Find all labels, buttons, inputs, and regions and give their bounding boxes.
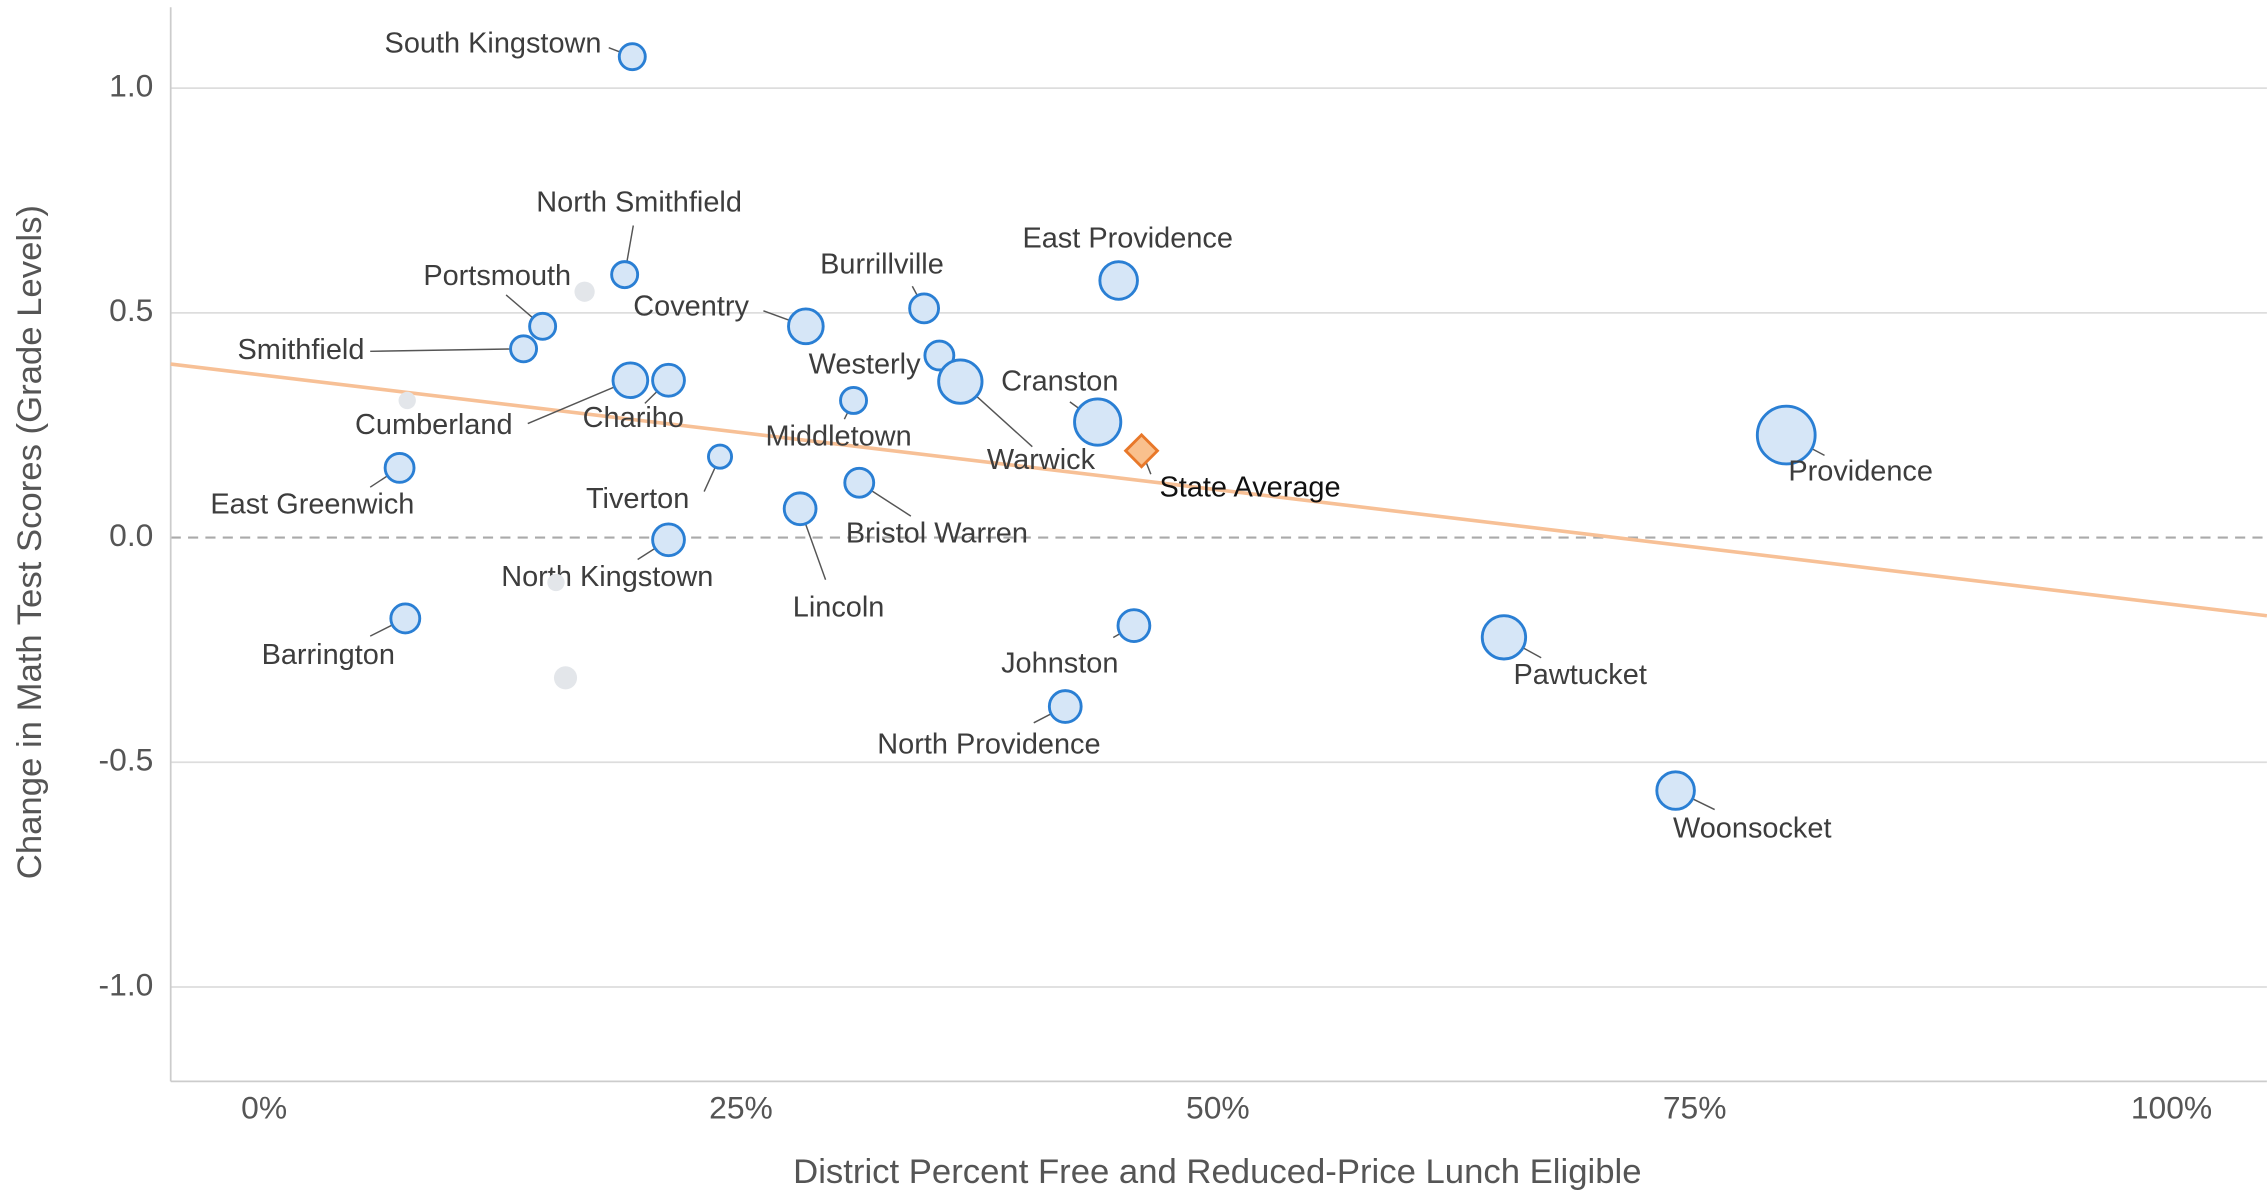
x-tick-label: 0% [241,1090,287,1126]
district-point [651,362,686,398]
y-tick-label: -0.5 [99,742,154,778]
y-tick-label: 0.0 [109,517,153,553]
district-point [787,307,825,346]
point-label: Woonsocket [1673,812,1832,844]
x-tick-label: 50% [1186,1090,1250,1126]
x-tick-label: 100% [2131,1090,2212,1126]
point-label: Smithfield [237,334,364,366]
district-point [782,491,818,527]
district-point [1655,770,1696,811]
point-label: East Providence [1022,223,1233,255]
district-point [509,334,539,364]
point-label: East Greenwich [210,489,414,521]
district-point [937,358,984,405]
point-label: Burrillville [820,249,944,281]
point-label: South Kingstown [385,27,602,59]
point-label: Chariho [583,402,684,434]
point-label: Warwick [987,444,1096,476]
faded-point [574,281,595,302]
point-label: North Smithfield [536,186,742,218]
district-point [1098,260,1139,301]
state-average-marker [1123,432,1160,469]
point-label: North Kingstown [501,561,713,593]
district-point [383,451,416,484]
district-point [1480,614,1528,661]
point-label: Cumberland [355,409,512,441]
y-tick-label: 0.5 [109,292,153,328]
x-tick-label: 75% [1663,1090,1727,1126]
point-label: Johnston [1001,648,1118,680]
district-point [1073,397,1123,447]
district-point [611,361,650,400]
district-point [389,602,422,635]
district-point [528,311,558,341]
point-label: Cranston [1001,366,1118,398]
y-axis-title: Change in Math Test Scores (Grade Levels… [11,205,49,879]
point-label: Tiverton [586,483,689,515]
district-point [839,386,868,415]
district-point [651,522,686,558]
district-point [843,466,876,499]
point-label: Providence [1788,455,1933,487]
district-point [1755,404,1817,466]
y-tick-label: 1.0 [109,68,153,104]
district-point [1116,608,1152,643]
point-label: Lincoln [793,591,885,623]
district-point [617,42,647,72]
point-label: State Average [1160,471,1341,503]
point-label: Bristol Warren [846,518,1028,550]
district-point [610,260,640,290]
trend-line [170,362,2267,618]
faded-point [547,573,565,592]
point-label: Portsmouth [423,260,571,292]
point-label: Westerly [809,348,921,380]
faded-point [398,391,416,410]
faded-point [553,666,578,690]
district-point [707,443,734,470]
point-label: Middletown [765,421,911,453]
x-axis-title: District Percent Free and Reduced-Price … [793,1153,1641,1191]
district-point [908,292,941,325]
point-label: Coventry [633,291,749,323]
point-label: North Providence [877,729,1100,761]
point-label: Pawtucket [1514,659,1647,691]
point-label: Barrington [262,639,395,671]
x-tick-label: 25% [709,1090,773,1126]
leader-line [370,348,524,353]
y-tick-label: -1.0 [99,966,154,1002]
district-point [1047,689,1083,724]
district-point [923,339,956,372]
